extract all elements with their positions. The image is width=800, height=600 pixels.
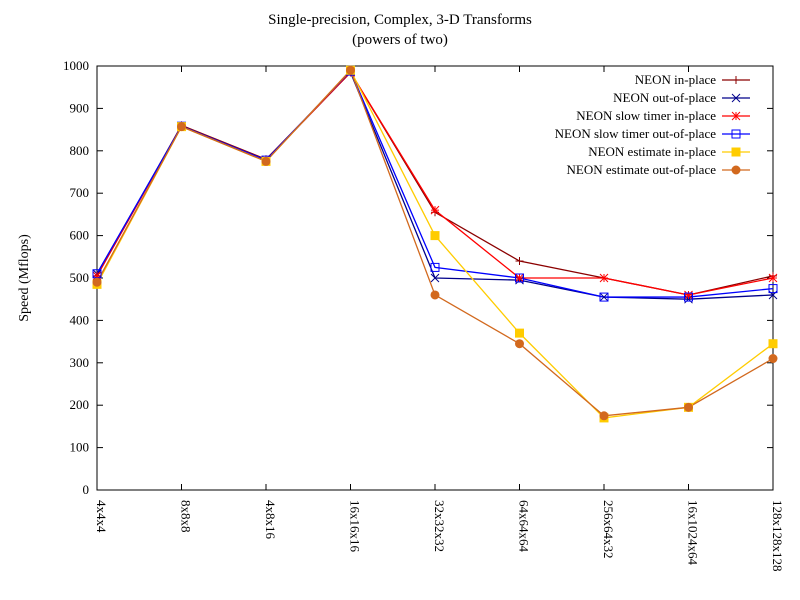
svg-text:300: 300 [70, 355, 90, 370]
svg-text:800: 800 [70, 143, 90, 158]
chart-svg: 0 100 200 300 400 500 600 700 800 900 1000 4x4x4 8x8… [0, 0, 800, 600]
svg-text:(powers of two): (powers of two) [352, 32, 448, 48]
svg-text:900: 900 [70, 100, 90, 115]
svg-text:NEON in-place: NEON in-place [635, 72, 716, 87]
svg-text:16x16x16: 16x16x16 [348, 500, 363, 553]
svg-text:64x64x64: 64x64x64 [517, 500, 532, 553]
svg-text:NEON slow timer in-place: NEON slow timer in-place [576, 108, 716, 123]
svg-text:200: 200 [70, 397, 90, 412]
svg-text:8x8x8: 8x8x8 [179, 500, 194, 533]
svg-text:Single-precision, Complex, 3-D: Single-precision, Complex, 3-D Transform… [268, 12, 532, 28]
svg-text:NEON estimate out-of-place: NEON estimate out-of-place [567, 162, 717, 177]
svg-text:256x64x32: 256x64x32 [601, 500, 616, 559]
svg-text:0: 0 [83, 482, 90, 497]
svg-text:128x128x128: 128x128x128 [770, 500, 785, 572]
svg-text:4x8x16: 4x8x16 [263, 500, 278, 540]
svg-text:Speed (Mflops): Speed (Mflops) [17, 234, 32, 322]
svg-text:100: 100 [70, 440, 90, 455]
svg-text:32x32x32: 32x32x32 [432, 500, 447, 552]
svg-text:NEON slow timer out-of-place: NEON slow timer out-of-place [555, 126, 717, 141]
svg-text:600: 600 [70, 228, 90, 243]
svg-text:500: 500 [70, 270, 90, 285]
svg-text:1000: 1000 [63, 58, 89, 73]
svg-text:400: 400 [70, 312, 90, 327]
svg-text:16x1024x64: 16x1024x64 [686, 500, 701, 566]
svg-text:NEON out-of-place: NEON out-of-place [613, 90, 716, 105]
svg-text:700: 700 [70, 185, 90, 200]
svg-text:4x4x4: 4x4x4 [94, 500, 109, 533]
svg-text:NEON estimate in-place: NEON estimate in-place [588, 144, 716, 159]
chart-container: 0 100 200 300 400 500 600 700 800 900 1000 4x4x4 8x8… [0, 0, 800, 600]
